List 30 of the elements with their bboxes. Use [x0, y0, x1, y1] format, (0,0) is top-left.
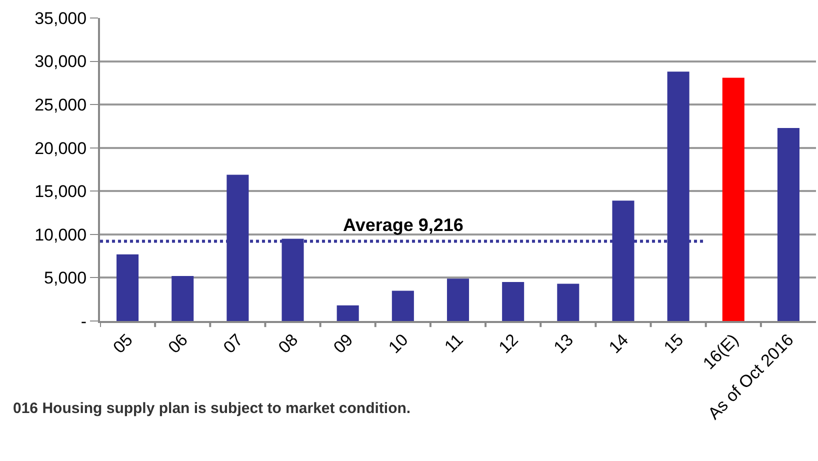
x-tick-label: 07 — [220, 330, 247, 358]
x-tick-label: 13 — [550, 330, 577, 358]
x-tick-label: 14 — [605, 330, 632, 358]
text: 016 Housing supply plan is subject to market condition. — [13, 400, 411, 417]
y-tick-label: 15,000 — [34, 182, 87, 202]
y-tick-label: 5,000 — [44, 268, 87, 288]
bar — [777, 128, 800, 321]
x-tick-label: 08 — [274, 330, 302, 358]
bar — [502, 282, 524, 321]
x-tick-label: 12 — [495, 330, 522, 358]
y-tick-label: 20,000 — [34, 138, 87, 158]
x-tick-label: 10 — [384, 330, 412, 358]
bar — [446, 278, 470, 321]
bar — [392, 290, 414, 321]
y-tick-label: - — [80, 312, 87, 331]
y-tick-label: 10,000 — [34, 225, 87, 244]
bar — [557, 284, 580, 321]
x-tick-label: 06 — [164, 330, 192, 358]
bar — [336, 305, 359, 321]
y-tick-label: 35,000 — [34, 8, 87, 28]
bar — [172, 276, 194, 321]
x-tick-label: 11 — [440, 330, 467, 356]
x-tick-label: 05 — [110, 330, 136, 358]
bar — [116, 254, 139, 321]
y-tick-label: 25,000 — [34, 96, 87, 115]
x-tick-label: 15 — [660, 330, 688, 358]
y-tick-label: 30,000 — [34, 52, 87, 72]
x-tick-label: 09 — [330, 330, 357, 358]
bar — [722, 78, 744, 321]
ref-line-label: Average 9,216 — [343, 215, 464, 235]
